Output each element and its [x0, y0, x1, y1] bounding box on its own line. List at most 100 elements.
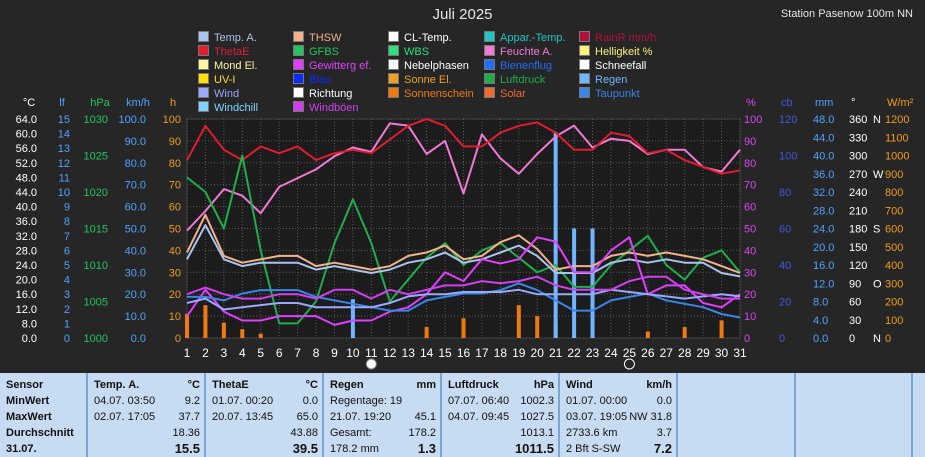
y-tick-label-right: 0: [849, 333, 855, 345]
cell-value: 1011.5: [514, 441, 554, 456]
y-tick-label-right: 60: [779, 224, 791, 236]
legend-item: GFBS: [293, 45, 339, 58]
table-row: 1011.5: [448, 442, 554, 456]
legend-swatch: [293, 73, 304, 84]
legend-swatch: [484, 45, 495, 56]
y-tick-label-right: 10: [744, 311, 756, 323]
bar-sonnenschein: [535, 316, 540, 338]
x-tick-label: 14: [420, 346, 434, 360]
y-tick-label-right: 240: [849, 187, 867, 199]
legend-item: ThetaE: [198, 45, 249, 58]
legend-item: Temp. A.: [198, 31, 257, 44]
y-tick-label-left: 1025: [84, 151, 108, 163]
y-tick-label-right: 30: [744, 267, 756, 279]
table-row: 07.07. 06:40 1002.3: [448, 394, 554, 408]
y-tick-label-left: 30: [169, 267, 181, 279]
axis-unit-left: h: [170, 97, 176, 109]
x-tick-label: 30: [715, 346, 729, 360]
legend-swatch: [388, 59, 399, 70]
table-row: 01.07. 00:20 0.0: [212, 394, 318, 408]
legend-label: RainR mm/h: [595, 32, 657, 44]
x-tick-label: 27: [660, 346, 674, 360]
legend-item: Feuchte A.: [484, 45, 553, 58]
y-tick-label-left: 1015: [84, 224, 108, 236]
legend-label: Luftdruck: [500, 74, 546, 86]
y-tick-label-left: 40: [169, 245, 181, 257]
legend-item: CL-Temp.: [388, 31, 452, 44]
y-tick-label-left: 12: [58, 158, 70, 170]
legend-label: Solar: [500, 88, 526, 100]
legend-swatch: [293, 45, 304, 56]
y-tick-label-right: 1200: [885, 114, 909, 126]
table-column: Wind km/h 01.07. 00:00 0.0 03.07. 19:05 NW 31…: [560, 373, 678, 457]
x-tick-label: 31: [733, 346, 747, 360]
row-label-current: 31.07.: [6, 443, 37, 455]
direction-label: O: [873, 278, 882, 290]
table-row: 21.07. 19:20 45.1: [330, 410, 436, 424]
bar-regen: [590, 228, 595, 338]
y-tick-label-left: 52.0: [16, 158, 37, 170]
empty-column: [796, 373, 913, 457]
y-tick-label-left: 30.0: [125, 267, 146, 279]
bar-sonnenschein: [185, 313, 189, 338]
legend-label: Taupunkt: [595, 88, 640, 100]
y-tick-label-left: 56.0: [16, 143, 37, 155]
y-tick-label-left: 8.0: [22, 318, 37, 330]
table-row: 04.07. 09:45 1027.5: [448, 410, 554, 424]
x-tick-label: 29: [696, 346, 710, 360]
y-tick-label-right: 48.0: [813, 114, 834, 126]
y-tick-label-left: 24.0: [16, 260, 37, 272]
direction-label: W: [873, 169, 884, 181]
table-row: 2733.6 km 3.7: [566, 426, 672, 440]
y-tick-label-right: 400: [885, 260, 903, 272]
y-tick-label-left: 1030: [84, 114, 108, 126]
y-tick-label-right: 30: [849, 315, 861, 327]
cell-value: 15.5: [174, 441, 200, 456]
table-row: 18.36: [94, 426, 200, 440]
y-tick-label-left: 50.0: [125, 224, 146, 236]
legend-label: Windchill: [214, 102, 259, 114]
series-line-luftdruck: [186, 154, 741, 325]
table-row: Regentage: 19: [330, 394, 436, 408]
x-tick-label: 23: [586, 346, 600, 360]
x-tick-label: 13: [402, 346, 416, 360]
column-header: Luftdruck hPa: [448, 378, 554, 392]
bar-sonnenschein: [461, 318, 466, 338]
legend-swatch: [198, 87, 209, 98]
axis-unit-right: °: [851, 97, 855, 109]
chart-title: Juli 2025: [432, 6, 493, 23]
series-line-temp-a-: [186, 224, 741, 278]
legend-item: Nebelphasen: [388, 59, 469, 72]
y-tick-label-right: 4.0: [813, 315, 828, 327]
y-tick-label-left: 10.0: [125, 311, 146, 323]
x-tick-label: 5: [257, 346, 264, 360]
y-tick-label-right: 0: [779, 333, 785, 345]
legend-item: Mond El.: [198, 59, 257, 72]
bar-sonnenschein: [682, 327, 687, 338]
y-tick-label-right: 1100: [885, 132, 909, 144]
y-tick-label-right: 40: [779, 260, 791, 272]
y-tick-label-left: 80.0: [125, 158, 146, 170]
x-tick-label: 16: [457, 346, 471, 360]
row-label-column: Sensor MinWert MaxWert Durchschnitt 31.0…: [0, 373, 88, 457]
legend-item: Sonne El.: [388, 73, 452, 86]
row-label-sensor: Sensor: [6, 379, 44, 391]
y-tick-label-left: 0.0: [22, 333, 37, 345]
direction-label: N: [873, 333, 881, 345]
legend-label: Helligkeit %: [595, 46, 653, 58]
legend-label: ThetaE: [214, 46, 250, 58]
y-tick-label-right: 270: [849, 169, 867, 181]
x-tick-label: 11: [365, 346, 378, 360]
legend-swatch: [388, 73, 399, 84]
legend-swatch: [198, 101, 209, 112]
y-tick-label-right: 120: [849, 260, 867, 272]
cell-value: 65.0: [296, 411, 318, 423]
cell-value: 1013.1: [520, 427, 554, 439]
direction-label: S: [873, 224, 880, 236]
y-tick-label-right: 600: [885, 224, 903, 236]
cell-label: 01.07. 00:20: [212, 395, 274, 407]
legend-label: Sonnenschein: [404, 88, 474, 100]
legend-item: Taupunkt: [579, 87, 640, 100]
cell-label: 21.07. 19:20: [330, 411, 392, 423]
table-row: 39.5: [212, 442, 318, 456]
